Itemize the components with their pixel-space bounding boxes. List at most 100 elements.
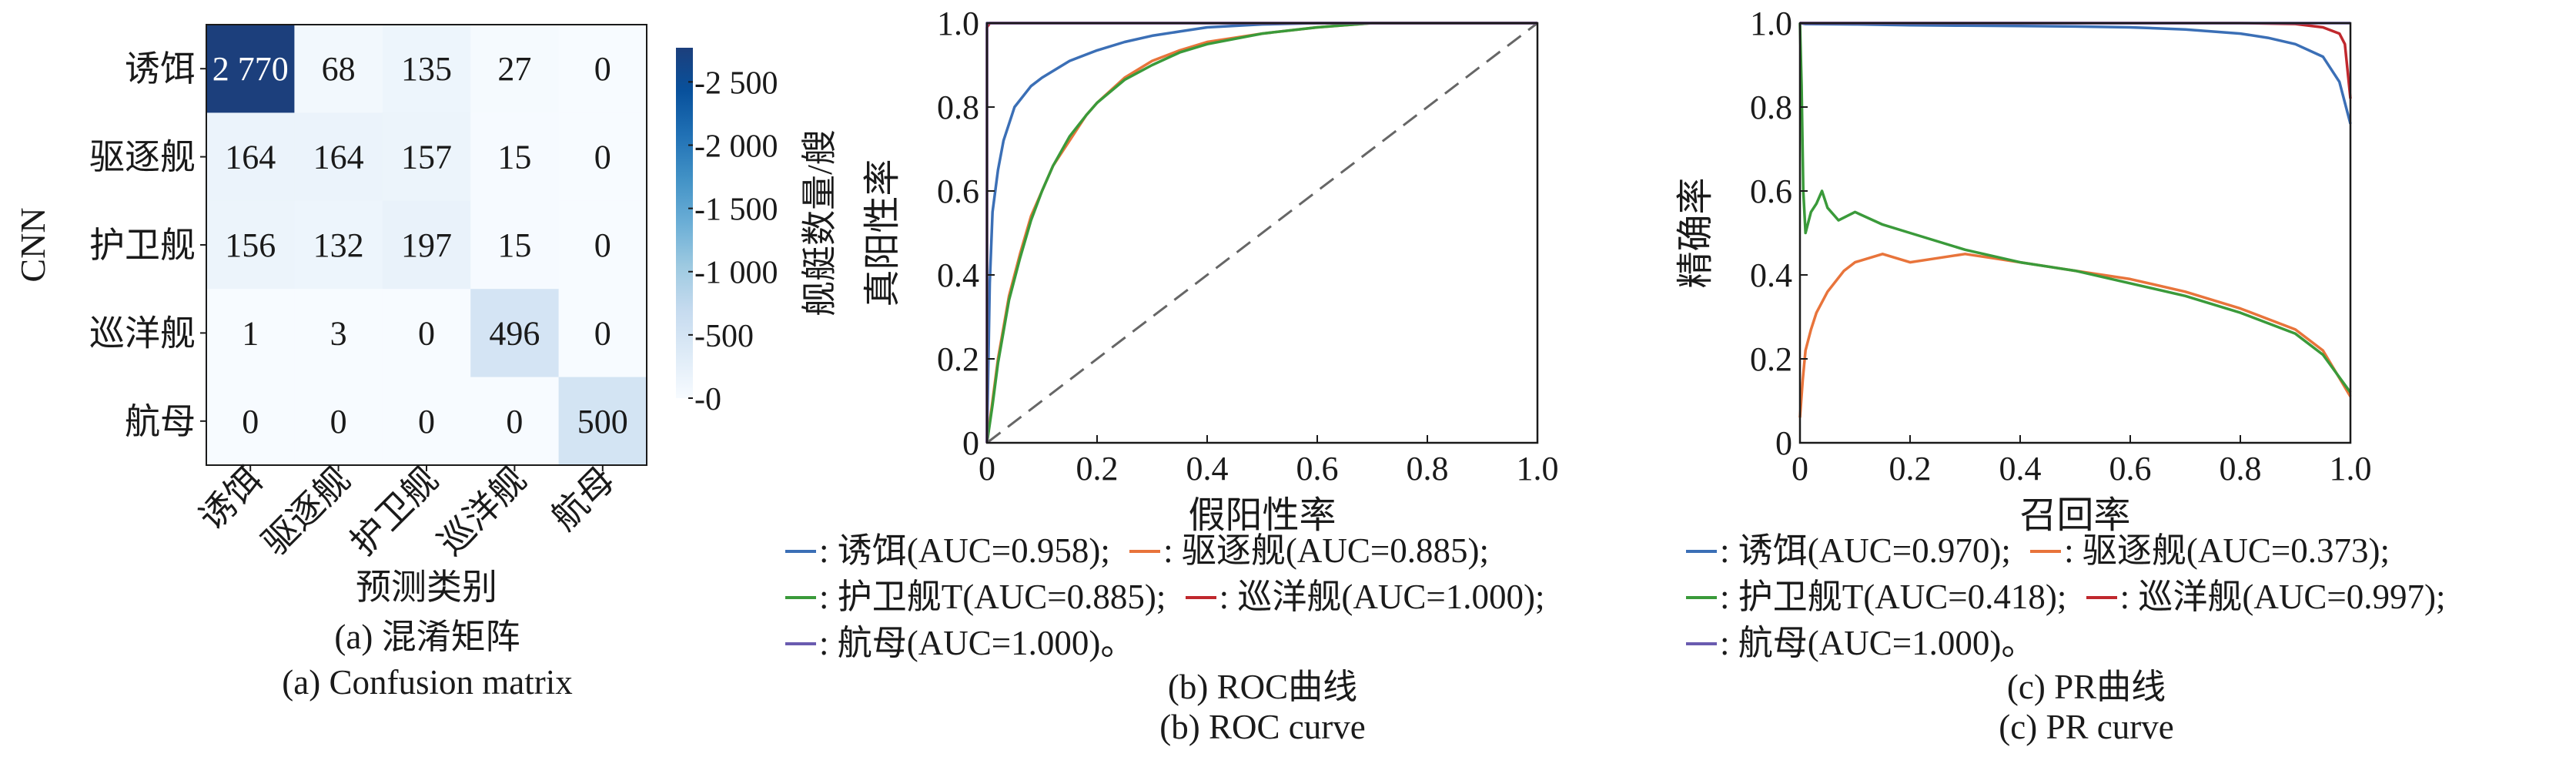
cm-cell-label: 68 — [322, 50, 356, 88]
cm-cell-label: 15 — [497, 139, 531, 176]
cm-cell — [470, 25, 560, 113]
pr-ylabel: 精确率 — [1675, 177, 1716, 288]
pr-xtick-label: 0 — [1791, 450, 1808, 487]
cm-cell — [558, 289, 647, 378]
cm-cell — [382, 377, 471, 466]
roc-series-line-2 — [985, 22, 1537, 444]
pr-series-line-2 — [1798, 22, 2352, 394]
roc-legend-item-carrier: : 航母(AUC=1.000)。 — [785, 620, 1135, 666]
cm-cell-label: 164 — [313, 139, 364, 176]
colorbar-tick-label: -1 500 — [694, 193, 778, 228]
cm-cell — [470, 377, 560, 466]
roc-legend: : 诱饵(AUC=0.958); : 驱逐舰(AUC=0.885); : 护卫舰… — [785, 528, 1556, 666]
pr-ytick-label: 0.4 — [1750, 256, 1792, 294]
cm-cell — [382, 25, 471, 113]
roc-ytick-label: 0 — [962, 424, 979, 462]
cm-row-label: 诱饵 — [125, 49, 196, 89]
pr-ytick-label: 0.8 — [1750, 89, 1792, 126]
cm-cell — [206, 112, 295, 202]
roc-xtick-label: 0.8 — [1407, 450, 1449, 487]
pr-xtick-label: 0.8 — [2220, 450, 2262, 487]
cm-cell — [206, 200, 295, 290]
cm-cell-label: 0 — [242, 403, 259, 440]
pr-xtick-label: 0.2 — [1889, 450, 1932, 487]
cm-cell-label: 197 — [401, 226, 452, 264]
pr-xtick-label: 1.0 — [2330, 450, 2372, 487]
cm-cell-label: 0 — [506, 403, 523, 440]
pr-legend-item-frigate: : 护卫舰T(AUC=0.418); — [1686, 574, 2066, 620]
roc-ytick-label: 0.2 — [937, 340, 979, 378]
cm-cell-label: 156 — [225, 226, 276, 264]
cm-cell-label: 0 — [594, 314, 611, 352]
pr-series-line-0 — [1799, 22, 2352, 125]
cm-col-label: 诱饵 — [192, 460, 269, 538]
cm-cell — [206, 377, 295, 466]
cm-cell — [294, 25, 383, 113]
cm-cell — [294, 289, 383, 378]
cm-cell — [558, 377, 647, 466]
cm-cell — [470, 289, 560, 378]
pr-ytick-label: 0.6 — [1750, 173, 1792, 210]
cm-cell — [294, 377, 383, 466]
roc-ytick-label: 0.6 — [937, 173, 979, 210]
cm-cell-label: 500 — [577, 403, 628, 440]
cm-cell-label: 132 — [313, 226, 364, 264]
colorbar-tick-label: -2 500 — [694, 65, 778, 101]
cm-cell — [470, 200, 560, 290]
roc-xlabel: 假阳性率 — [1188, 495, 1336, 536]
cm-col-label: 护卫舰 — [343, 460, 446, 563]
colorbar-tick-label: -1 000 — [694, 256, 778, 291]
pr-xlabel: 召回率 — [2019, 495, 2130, 536]
roc-xtick-label: 0.2 — [1076, 450, 1119, 487]
pr-series-line-1 — [1798, 253, 2352, 418]
pr-ytick-label: 0.2 — [1750, 340, 1792, 378]
colorbar-tick-label: -2 000 — [694, 129, 778, 164]
roc-ytick-label: 0.8 — [937, 89, 979, 126]
cm-cell-label: 496 — [489, 314, 540, 352]
cm-row-label: 航母 — [125, 402, 196, 441]
pr-panel: 00 0.2 0.2 0.4 0.4 0.6 0.6 0.8 0.8 1.0 1.0 召回率 精确率 — [1675, 5, 2372, 536]
pr-xtick-label: 0.4 — [1999, 450, 2042, 487]
cm-cell — [470, 112, 560, 202]
roc-ytick-label: 1.0 — [937, 5, 979, 42]
cm-cell-label: 0 — [330, 403, 347, 440]
cm-cell-label: 27 — [497, 50, 531, 88]
cm-col-label: 驱逐舰 — [255, 460, 358, 563]
cm-cell — [382, 289, 471, 378]
pr-series-line-3 — [1800, 22, 2352, 99]
cm-cell-label: 135 — [401, 50, 452, 88]
cm-cell-label: 15 — [497, 226, 531, 264]
roc-xtick-label: 1.0 — [1517, 450, 1559, 487]
cm-row-label: 护卫舰 — [89, 226, 196, 265]
cm-cell-label: 164 — [225, 139, 276, 176]
roc-xtick-label: 0 — [979, 450, 995, 487]
pr-xtick-label: 0.6 — [2109, 450, 2152, 487]
cm-cell — [382, 112, 471, 202]
caption-a-cn: (a) 混淆矩阵 — [334, 618, 520, 656]
cm-cell-label: 0 — [594, 226, 611, 264]
caption-c-cn: (c) PR曲线 — [2006, 668, 2166, 706]
roc-ylabel: 真阳性率 — [862, 159, 903, 306]
cm-cell-label: 0 — [594, 50, 611, 88]
pr-legend: : 诱饵(AUC=0.970); : 驱逐舰(AUC=0.373); : 护卫舰… — [1686, 528, 2457, 666]
colorbar-tick-label: -500 — [694, 319, 754, 354]
cm-row-label: 巡洋舰 — [89, 313, 196, 353]
roc-panel: 00 0.2 0.2 0.4 0.4 0.6 0.6 0.8 0.8 1.0 1.0 假阳性率 真阳性率 — [862, 5, 1559, 536]
roc-legend-item-cruiser: : 巡洋舰(AUC=1.000); — [1185, 574, 1545, 620]
roc-legend-item-decoy: : 诱饵(AUC=0.958); — [785, 528, 1110, 574]
pr-ytick-label: 0 — [1775, 424, 1792, 462]
cm-cell — [558, 112, 647, 202]
pr-legend-item-cruiser: : 巡洋舰(AUC=0.997); — [2086, 574, 2446, 620]
caption-c-en: (c) PR curve — [1999, 708, 2174, 746]
colorbar-tick-label: -0 — [694, 382, 721, 417]
pr-legend-item-destroyer: : 驱逐舰(AUC=0.373); — [2030, 528, 2390, 574]
cm-cell — [558, 200, 647, 290]
cm-cell-label: 1 — [242, 314, 259, 352]
roc-axes-frame — [985, 22, 1539, 444]
cm-cell-label: 0 — [594, 139, 611, 176]
pr-ytick-label: 1.0 — [1750, 5, 1792, 42]
roc-legend-item-frigate: : 护卫舰T(AUC=0.885); — [785, 574, 1166, 620]
cm-cell — [294, 112, 383, 202]
roc-diagonal — [986, 22, 1538, 444]
